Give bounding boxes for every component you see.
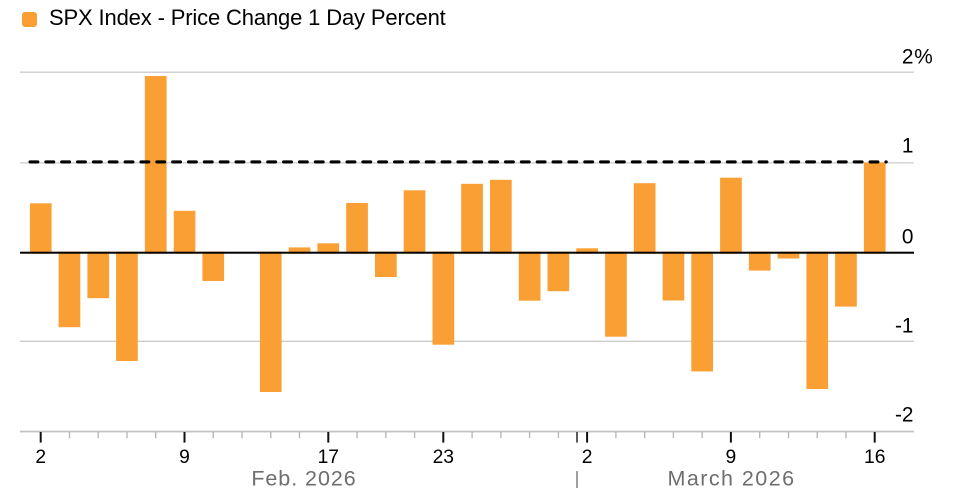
svg-text:Feb. 2026: Feb. 2026: [251, 467, 356, 488]
svg-text:March 2026: March 2026: [667, 467, 795, 488]
svg-text:9: 9: [726, 447, 737, 468]
svg-text:1: 1: [902, 135, 914, 158]
svg-text:2: 2: [902, 45, 914, 68]
svg-text:16: 16: [864, 447, 885, 468]
svg-text:%: %: [914, 45, 933, 68]
svg-text:-2: -2: [895, 404, 914, 427]
svg-text:-1: -1: [895, 315, 914, 338]
svg-text:9: 9: [179, 447, 190, 468]
svg-text:SPX Index - Price Change 1 Day: SPX Index - Price Change 1 Day Percent: [49, 5, 446, 30]
svg-text:2: 2: [582, 447, 593, 468]
svg-text:23: 23: [433, 447, 454, 468]
svg-text:2: 2: [35, 447, 46, 468]
svg-text:0: 0: [902, 225, 914, 248]
svg-text:17: 17: [318, 447, 339, 468]
